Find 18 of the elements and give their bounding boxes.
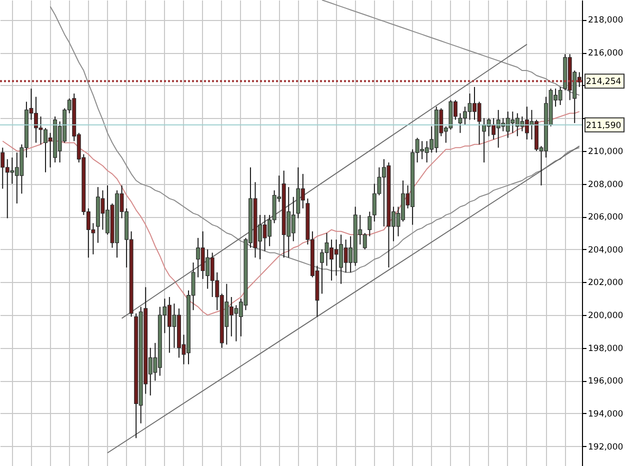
y-tick-label: 208,000 <box>588 180 624 190</box>
y-tick-label: 218,000 <box>588 16 624 26</box>
y-tick-label: 210,000 <box>588 146 624 157</box>
y-tick-label: 206,000 <box>588 212 624 223</box>
y-tick-label: 200,000 <box>588 311 624 322</box>
ref-line-label: 214,254 <box>586 77 622 88</box>
line-series <box>2 111 580 316</box>
y-tick-label: 192,000 <box>588 442 624 452</box>
ref-line-label: 211,590 <box>586 120 622 131</box>
y-tick-label: 204,000 <box>588 245 624 256</box>
y-tick-label: 216,000 <box>588 48 624 59</box>
y-tick-label: 202,000 <box>588 278 624 288</box>
y-tick-label: 196,000 <box>588 376 624 387</box>
y-tick-label: 194,000 <box>588 409 624 420</box>
y-tick-label: 198,000 <box>588 344 624 354</box>
candlestick <box>368 211 372 237</box>
line-series <box>321 0 580 96</box>
line-series <box>50 6 580 273</box>
